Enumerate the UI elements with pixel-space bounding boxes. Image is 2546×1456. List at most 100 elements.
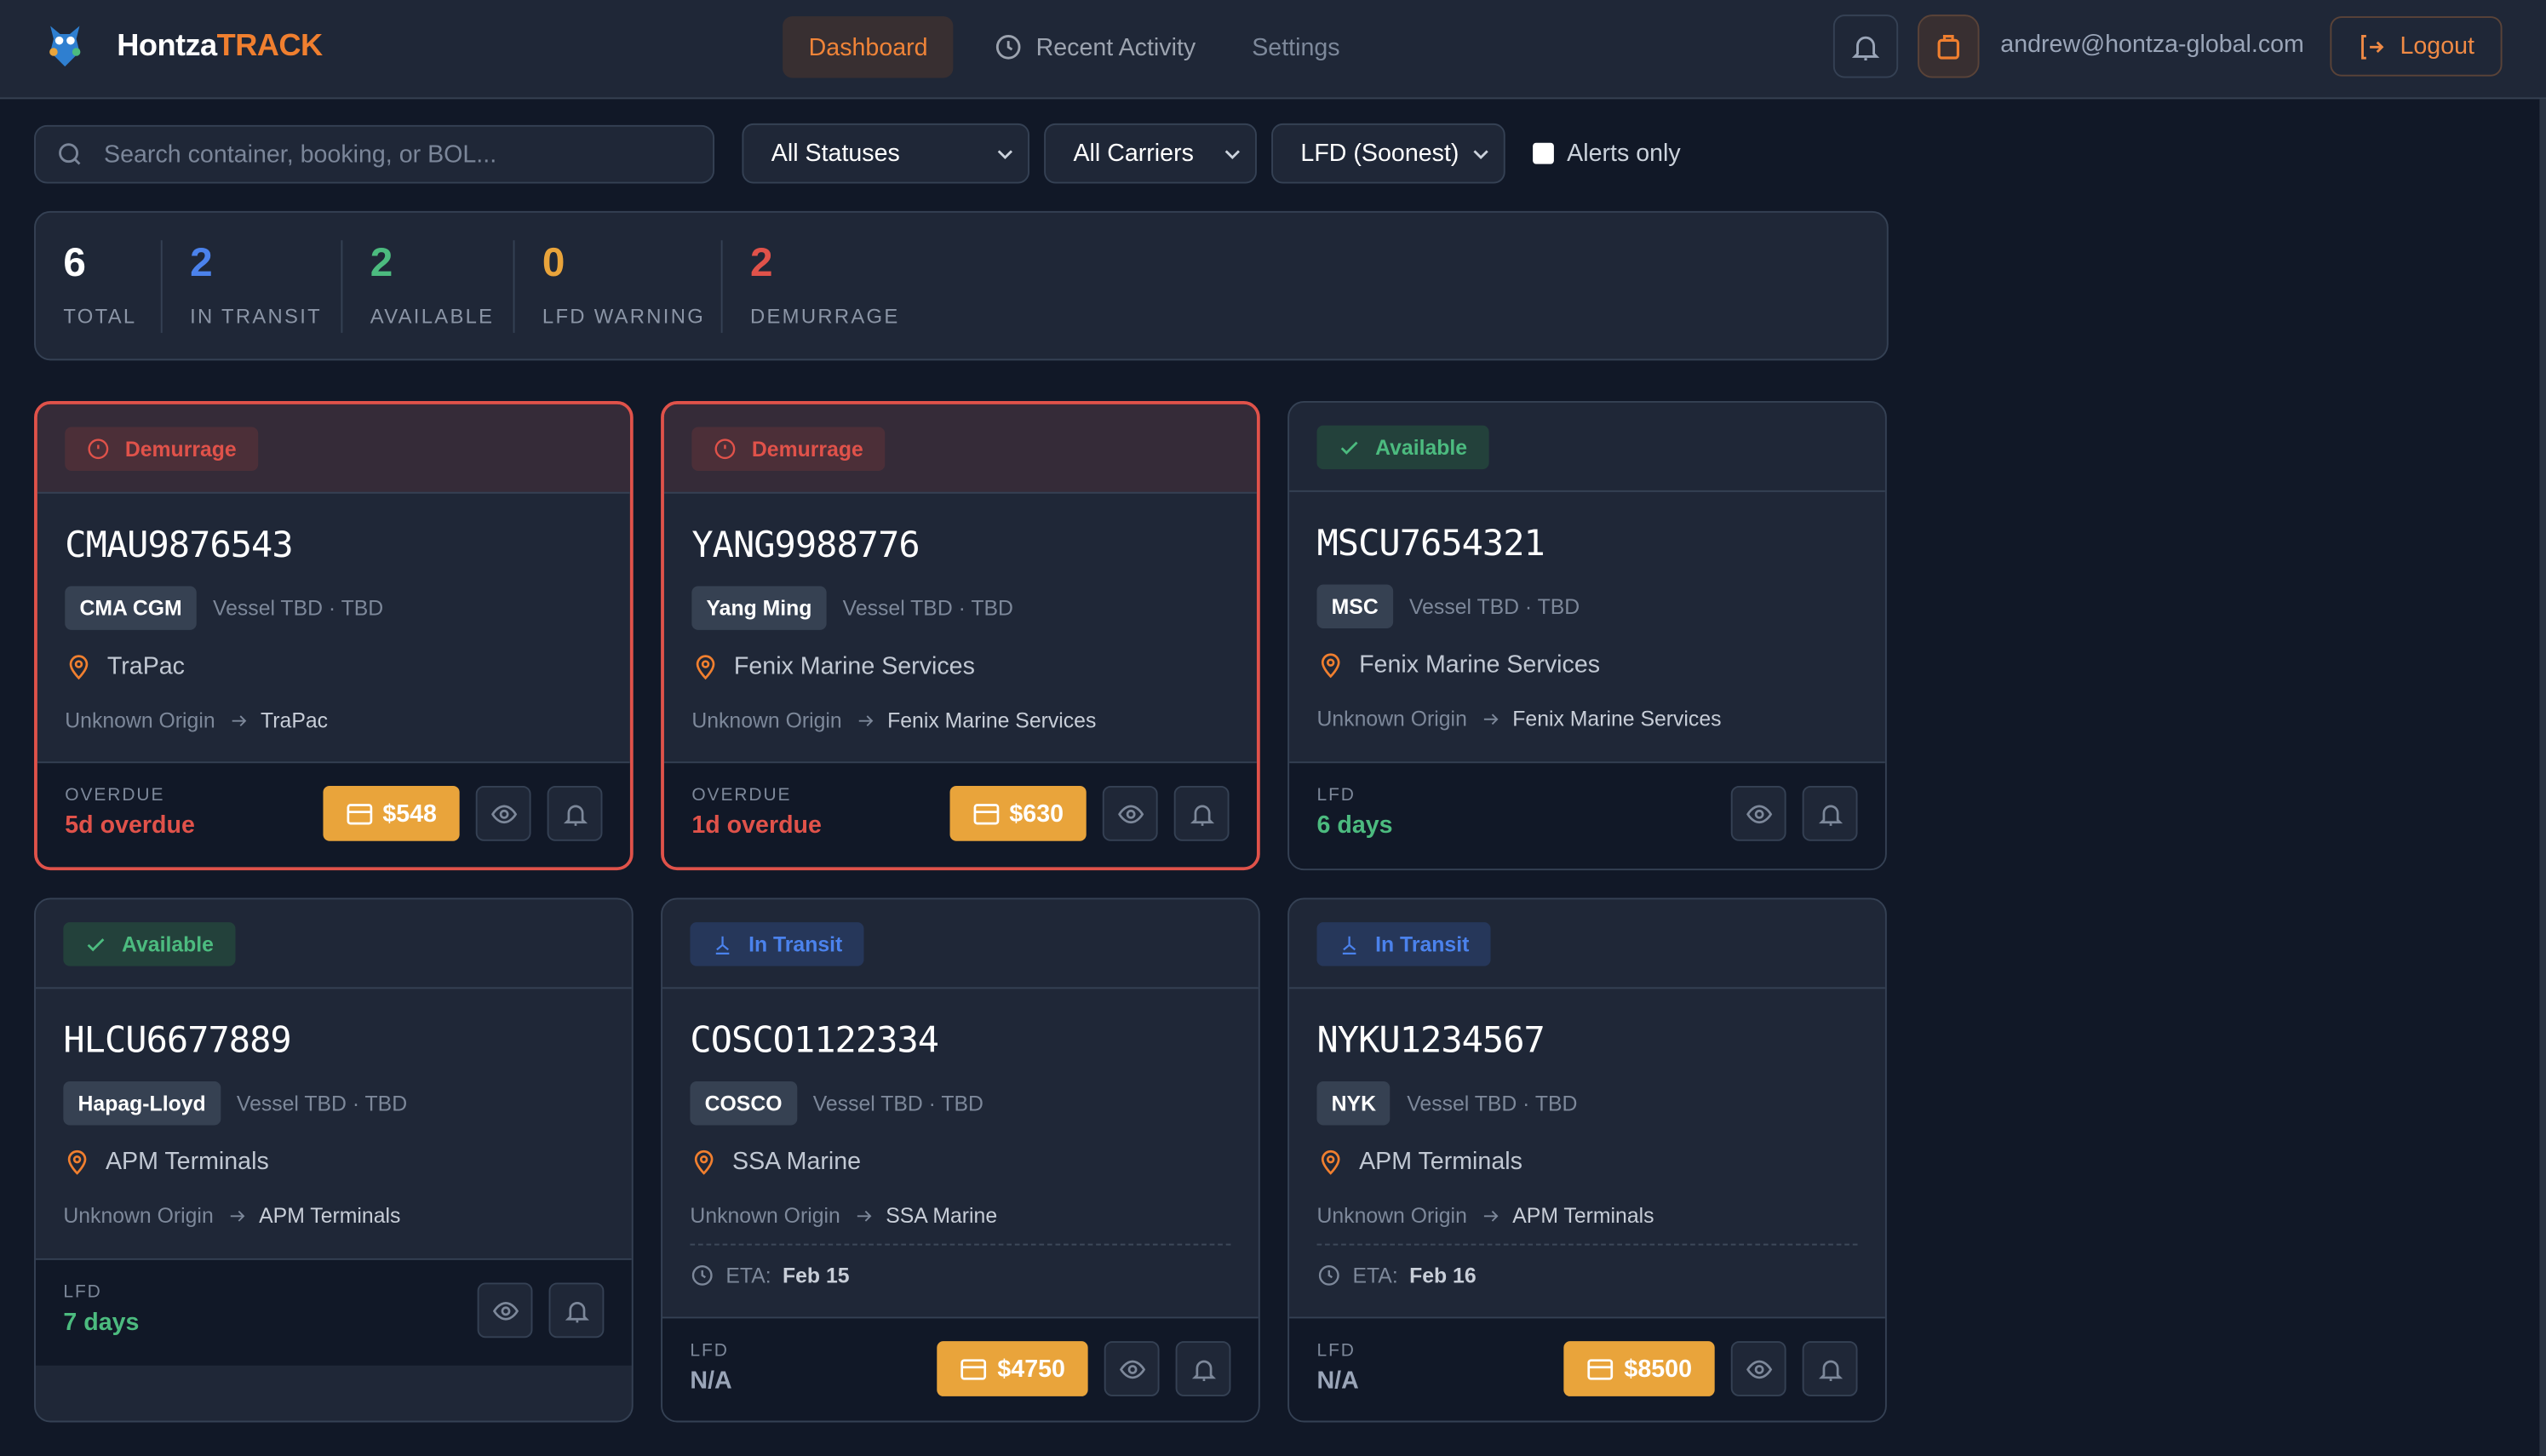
container-card[interactable]: Demurrage CMAU9876543 CMA CGM Vessel TBD … <box>34 401 634 871</box>
carrier-tag: NYK <box>1316 1081 1391 1126</box>
container-id[interactable]: NYKU1234567 <box>1316 1021 1545 1063</box>
container-card[interactable]: Demurrage YANG9988776 Yang Ming Vessel TB… <box>661 401 1260 871</box>
top-header: HontzaTRACK Dashboard Recent Activity Se… <box>0 0 2546 100</box>
credit-card-icon <box>346 803 372 824</box>
stat-label: AVAILABLE <box>370 305 495 329</box>
credit-card-icon <box>972 803 999 824</box>
terminal-name: APM Terminals <box>105 1148 269 1176</box>
credit-card-icon <box>960 1358 987 1379</box>
status-badge: In Transit <box>1316 922 1491 966</box>
card-footer: LFD N/A $8500 <box>1289 1316 1885 1421</box>
carrier-filter-select[interactable]: All Carriers <box>1044 123 1257 184</box>
alert-button[interactable] <box>547 785 603 841</box>
route-origin: Unknown Origin <box>1316 706 1467 731</box>
map-pin-icon <box>69 655 89 680</box>
stat-available[interactable]: 2 AVAILABLE <box>341 240 494 333</box>
terminal: APM Terminals <box>1316 1148 1857 1176</box>
card-header: In Transit <box>662 899 1259 989</box>
status-badge: Demurrage <box>691 427 885 472</box>
container-id[interactable]: COSCO1122334 <box>690 1021 939 1063</box>
eye-icon <box>1746 1359 1772 1379</box>
view-button[interactable] <box>1730 1341 1786 1396</box>
bell-icon <box>1190 1359 1216 1381</box>
alert-button[interactable] <box>548 1282 605 1338</box>
fee-amount: $630 <box>1009 800 1064 828</box>
footer-label: OVERDUE <box>65 785 165 805</box>
stat-lfd-warning[interactable]: 0 LFD WARNING <box>513 240 705 333</box>
status-badge: Demurrage <box>65 427 258 472</box>
carrier-filter-value: All Carriers <box>1073 139 1194 168</box>
check-icon <box>1340 440 1358 454</box>
nav-settings-label: Settings <box>1252 33 1340 61</box>
brand-name[interactable]: HontzaTRACK <box>117 29 324 65</box>
nav-recent-activity[interactable]: Recent Activity <box>968 16 1222 77</box>
stat-total[interactable]: 6 TOTAL <box>63 240 136 333</box>
sort-select[interactable]: LFD (Soonest) <box>1271 123 1505 184</box>
brand-accent: TRACK <box>216 29 324 64</box>
route: Unknown Origin Fenix Marine Services <box>691 708 1229 732</box>
pay-fee-button[interactable]: $630 <box>949 785 1087 841</box>
container-card[interactable]: Available MSCU7654321 MSC Vessel TBD · TB… <box>1287 401 1887 871</box>
terminal-name: TraPac <box>106 652 185 680</box>
container-id[interactable]: MSCU7654321 <box>1316 524 1545 565</box>
terminal-name: SSA Marine <box>732 1148 862 1176</box>
nav-dashboard[interactable]: Dashboard <box>783 16 955 78</box>
pay-fee-button[interactable]: $4750 <box>937 1341 1088 1396</box>
briefcase-icon <box>1937 34 1959 59</box>
view-button[interactable] <box>1102 785 1158 841</box>
pay-fee-button[interactable]: $548 <box>322 785 460 841</box>
alert-button[interactable] <box>1175 1341 1231 1396</box>
notifications-button[interactable] <box>1832 14 1899 78</box>
owl-logo-icon <box>49 26 81 67</box>
card-body: COSCO1122334 COSCO Vessel TBD · TBD SSA M… <box>662 1021 1259 1287</box>
stat-demurrage[interactable]: 2 DEMURRAGE <box>720 240 900 333</box>
alerts-only-label: Alerts only <box>1567 139 1681 168</box>
view-button[interactable] <box>477 1282 533 1338</box>
container-id[interactable]: YANG9988776 <box>691 525 920 567</box>
carrier-tag: Hapag-Lloyd <box>63 1081 221 1126</box>
footer-label: LFD <box>63 1282 102 1303</box>
briefcase-button[interactable] <box>1918 14 1980 78</box>
view-button[interactable] <box>1730 785 1786 841</box>
logout-button[interactable]: Logout <box>2330 16 2503 77</box>
clock-icon <box>691 1264 713 1286</box>
carrier-tag: Yang Ming <box>691 586 827 630</box>
vessel-info: Vessel TBD · TBD <box>236 1091 408 1116</box>
container-id[interactable]: HLCU6677889 <box>63 1021 291 1063</box>
status-filter-select[interactable]: All Statuses <box>742 123 1029 184</box>
fee-amount: $4750 <box>997 1355 1065 1383</box>
scrollbar[interactable] <box>2539 99 2546 1456</box>
nav-settings[interactable]: Settings <box>1226 16 1366 77</box>
footer-value: N/A <box>1316 1367 1359 1396</box>
search-field[interactable] <box>34 124 715 184</box>
map-pin-icon <box>1321 1149 1340 1175</box>
status-label: Available <box>1375 435 1468 460</box>
stat-in-transit[interactable]: 2 IN TRANSIT <box>160 240 322 333</box>
eta-value: Feb 15 <box>783 1263 850 1288</box>
terminal-name: APM Terminals <box>1359 1148 1522 1176</box>
view-button[interactable] <box>475 785 531 841</box>
eta-label: ETA: <box>725 1263 771 1288</box>
alert-button[interactable] <box>1173 785 1230 841</box>
container-card[interactable]: In Transit COSCO1122334 COSCO Vessel TBD … <box>661 897 1260 1423</box>
view-button[interactable] <box>1104 1341 1160 1396</box>
container-card[interactable]: In Transit NYKU1234567 NYK Vessel TBD · T… <box>1287 897 1887 1423</box>
card-body: CMAU9876543 CMA CGM Vessel TBD · TBD TraP… <box>37 526 630 732</box>
alerts-only-checkbox[interactable] <box>1533 142 1554 164</box>
container-id[interactable]: CMAU9876543 <box>65 525 293 567</box>
arrow-right-icon <box>229 1209 244 1221</box>
alerts-only-toggle[interactable]: Alerts only <box>1533 140 1681 167</box>
footer-value: 7 days <box>63 1308 140 1337</box>
route-destination: TraPac <box>261 708 329 733</box>
route-origin: Unknown Origin <box>691 708 842 733</box>
vessel-info: Vessel TBD · TBD <box>1408 593 1580 619</box>
sort-value: LFD (Soonest) <box>1300 139 1459 168</box>
search-input[interactable] <box>104 140 689 169</box>
card-header: Demurrage <box>663 404 1257 494</box>
pay-fee-button[interactable]: $8500 <box>1563 1341 1715 1396</box>
eye-icon <box>1746 804 1772 823</box>
alert-button[interactable] <box>1802 1341 1858 1396</box>
alert-button[interactable] <box>1802 785 1858 841</box>
container-card[interactable]: Available HLCU6677889 Hapag-Lloyd Vessel … <box>34 897 634 1423</box>
card-header: Available <box>1289 403 1885 492</box>
